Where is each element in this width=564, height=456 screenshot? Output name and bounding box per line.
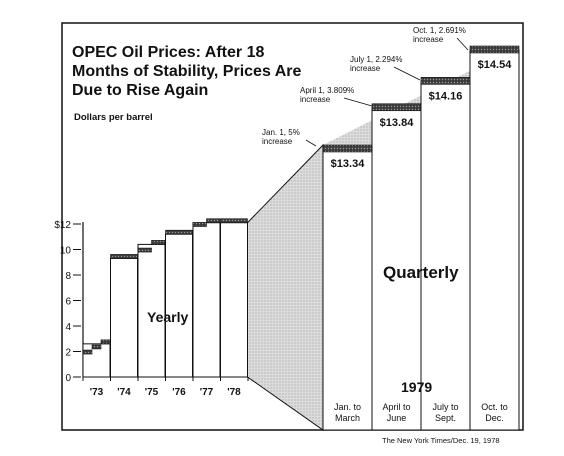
quarterly-year-label: 1979 bbox=[401, 379, 432, 395]
quarterly-series: $13.34 Jan. to March $13.84 April to June $14.… bbox=[262, 26, 520, 431]
yearly-category-label: '78 bbox=[227, 387, 241, 398]
y-tick-label: 8 bbox=[65, 271, 71, 282]
quarterly-label: Quarterly bbox=[383, 263, 459, 282]
y-tick-label: 10 bbox=[60, 246, 72, 257]
yearly-price-step bbox=[82, 349, 93, 355]
yearly-bar bbox=[165, 233, 193, 378]
y-tick-label: $12 bbox=[54, 220, 71, 231]
yearly-price-step bbox=[100, 339, 111, 345]
yearly-category-label: '76 bbox=[172, 387, 186, 398]
yearly-category-label: '75 bbox=[145, 387, 159, 398]
yearly-price-step bbox=[91, 344, 102, 350]
yearly-category-label: '74 bbox=[117, 387, 131, 398]
quarterly-category-label: April to June bbox=[382, 402, 410, 423]
y-axis-label: Dollars per barrel bbox=[74, 112, 153, 123]
quarterly-category-label: Jan. to March bbox=[334, 402, 361, 423]
quarterly-category-label: July to Sept. bbox=[432, 402, 458, 423]
yearly-price-step bbox=[137, 247, 152, 253]
annotation-leader-line bbox=[343, 97, 373, 107]
yearly-price-step bbox=[151, 240, 166, 245]
chart-title-line-2: Months of Stability, Prices Are bbox=[72, 63, 301, 80]
yearly-price-step bbox=[165, 229, 193, 235]
projection-panel bbox=[247, 143, 324, 431]
yearly-series: '73 '74 '75 '76 '77 '78 bbox=[82, 218, 249, 398]
quarterly-bar bbox=[469, 49, 520, 431]
y-tick-label: 2 bbox=[65, 348, 71, 359]
yearly-price-step bbox=[206, 218, 221, 224]
yearly-label: Yearly bbox=[147, 309, 188, 325]
chart-title-line-3: Due to Rise Again bbox=[72, 82, 208, 99]
quarterly-value-label: $13.84 bbox=[380, 117, 415, 129]
y-tick-label: 6 bbox=[65, 297, 71, 308]
chart-title-line-1: OPEC Oil Prices: After 18 bbox=[72, 44, 264, 61]
y-tick-label: 0 bbox=[65, 373, 71, 384]
yearly-bar bbox=[192, 222, 221, 378]
yearly-bar bbox=[220, 222, 248, 378]
yearly-bar bbox=[110, 257, 138, 378]
yearly-category-label: '73 bbox=[90, 387, 104, 398]
y-axis: 0 2 4 6 8 10 $12 bbox=[54, 220, 84, 384]
annotation-leader-line bbox=[456, 37, 469, 51]
price-increase-annotation: Oct. 1, 2.691% increase bbox=[413, 26, 466, 44]
yearly-price-step bbox=[110, 254, 138, 259]
quarterly-value-label: $14.54 bbox=[478, 59, 513, 71]
quarterly-value-label: $14.16 bbox=[429, 90, 463, 102]
yearly-price-step bbox=[192, 222, 207, 227]
quarterly-price-step bbox=[469, 45, 520, 54]
chart-frame bbox=[61, 22, 524, 431]
annotation-leader-line bbox=[393, 66, 421, 81]
quarterly-price-step bbox=[420, 77, 471, 85]
price-increase-annotation: July 1, 2.294% increase bbox=[350, 55, 402, 73]
quarterly-bar bbox=[322, 148, 373, 431]
price-increase-annotation: Jan. 1, 5% increase bbox=[262, 128, 300, 146]
yearly-price-step bbox=[220, 218, 248, 224]
quarterly-price-step bbox=[371, 103, 422, 112]
yearly-category-label: '77 bbox=[200, 387, 214, 398]
y-tick-label: 4 bbox=[65, 322, 71, 333]
quarterly-price-step bbox=[322, 144, 373, 153]
quarterly-category-label: Oct. to Dec. bbox=[481, 402, 508, 423]
quarterly-bar bbox=[420, 80, 471, 431]
annotation-leader-line bbox=[305, 139, 317, 147]
quarterly-value-label: $13.34 bbox=[331, 158, 366, 170]
source-credit: The New York Times/Dec. 19, 1978 bbox=[382, 436, 500, 445]
price-increase-annotation: April 1, 3.809% increase bbox=[300, 86, 354, 104]
